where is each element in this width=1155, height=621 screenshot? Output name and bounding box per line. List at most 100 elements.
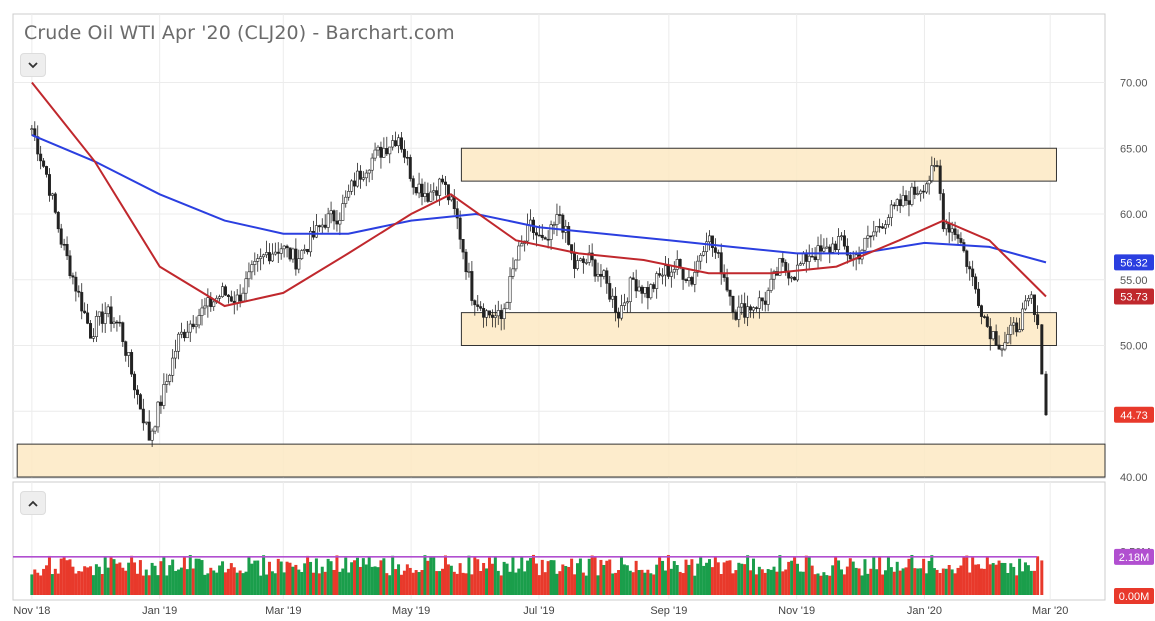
volume-bar xyxy=(631,572,635,595)
candle-body xyxy=(889,204,893,218)
candle-body xyxy=(634,279,638,292)
candle-body xyxy=(335,220,339,225)
volume-collapse-button[interactable] xyxy=(20,491,46,515)
candle-body xyxy=(614,295,618,313)
candle-body xyxy=(259,256,263,259)
candle-body xyxy=(997,344,1001,350)
volume-bar xyxy=(947,564,951,595)
candle-body xyxy=(675,259,679,270)
price-tick-label: 40.00 xyxy=(1120,472,1148,484)
volume-bar xyxy=(391,555,395,595)
candle-body xyxy=(702,251,706,256)
volume-bar xyxy=(772,566,776,595)
volume-bar xyxy=(394,569,398,595)
candle-body xyxy=(567,226,571,245)
volume-bar xyxy=(663,570,667,595)
volume-bar xyxy=(793,557,797,595)
candle-body xyxy=(153,426,157,432)
candle-body xyxy=(479,306,483,309)
candle-body xyxy=(429,191,433,202)
price-badges: 56.32 53.73 44.73 2.18M 0.00M xyxy=(1114,254,1154,604)
candle-body xyxy=(89,323,93,339)
volume-bar xyxy=(496,570,500,595)
candle-body xyxy=(103,313,107,324)
volume-bar xyxy=(669,568,673,595)
candle-body xyxy=(971,268,975,278)
candle-body xyxy=(191,323,195,328)
candle-body xyxy=(839,235,843,238)
volume-bar xyxy=(253,560,257,595)
volume-bar xyxy=(746,555,750,595)
candle-body xyxy=(77,290,81,293)
volume-bar xyxy=(857,568,861,595)
volume-bar xyxy=(904,567,908,595)
candle-body xyxy=(965,250,969,267)
candle-body xyxy=(1044,373,1048,416)
volume-bar xyxy=(681,573,685,595)
volume-bar xyxy=(382,558,386,595)
volume-bar xyxy=(722,562,726,595)
candle-body xyxy=(875,226,879,233)
volume-bar xyxy=(1003,562,1007,595)
volume-bar xyxy=(734,570,738,595)
volume-bar xyxy=(1009,563,1013,595)
candle-body xyxy=(561,214,565,233)
volume-bar xyxy=(376,567,380,595)
candle-body xyxy=(772,271,776,280)
volume-bar xyxy=(130,555,134,595)
volume-bar xyxy=(314,558,318,595)
candle-body xyxy=(238,294,242,302)
volume-pane-border xyxy=(12,481,1106,601)
volume-bar xyxy=(118,562,122,595)
volume-bar xyxy=(511,556,515,595)
candle-body xyxy=(611,295,615,300)
candle-body xyxy=(1009,324,1013,335)
volume-bar xyxy=(432,556,436,595)
volume-bar xyxy=(675,565,679,595)
volume-bar xyxy=(787,561,791,595)
volume-bar xyxy=(728,560,732,595)
candle-body xyxy=(919,190,923,194)
volume-bar xyxy=(206,573,210,595)
volume-bar xyxy=(276,558,280,595)
candle-body xyxy=(326,213,330,228)
volume-bar xyxy=(402,570,406,595)
volume-bar xyxy=(1040,560,1044,595)
candle-body xyxy=(784,262,788,272)
volume-bar xyxy=(100,573,104,595)
candle-body xyxy=(235,294,239,304)
volume-bar xyxy=(56,573,60,595)
candle-body xyxy=(47,174,51,196)
candle-body xyxy=(719,252,723,275)
candle-body xyxy=(297,258,301,270)
volume-bar xyxy=(335,555,339,595)
volume-bar xyxy=(508,571,512,595)
candle-body xyxy=(907,200,911,205)
candle-body xyxy=(622,302,626,306)
candle-body xyxy=(394,140,398,147)
candle-body xyxy=(130,352,134,375)
candle-body xyxy=(361,177,365,180)
volume-bar xyxy=(619,556,623,595)
candle-body xyxy=(379,146,383,158)
zone-box xyxy=(460,312,1057,346)
collapse-button[interactable] xyxy=(20,53,46,77)
volume-bar xyxy=(441,568,445,595)
candle-body xyxy=(364,172,368,179)
candle-body xyxy=(282,245,286,250)
candle-body xyxy=(133,373,137,391)
volume-bar xyxy=(411,572,415,595)
volume-bar xyxy=(303,563,307,595)
candle-body xyxy=(417,183,421,194)
candle-body xyxy=(696,260,700,273)
candle-body xyxy=(212,301,216,307)
candle-body xyxy=(329,210,333,215)
candle-body xyxy=(798,263,802,266)
candle-body xyxy=(179,331,183,335)
volume-bar xyxy=(881,574,885,595)
candle-body xyxy=(174,350,178,359)
x-tick-label: Sep '19 xyxy=(650,605,687,617)
candle-body xyxy=(83,310,87,314)
candle-body xyxy=(938,165,942,194)
